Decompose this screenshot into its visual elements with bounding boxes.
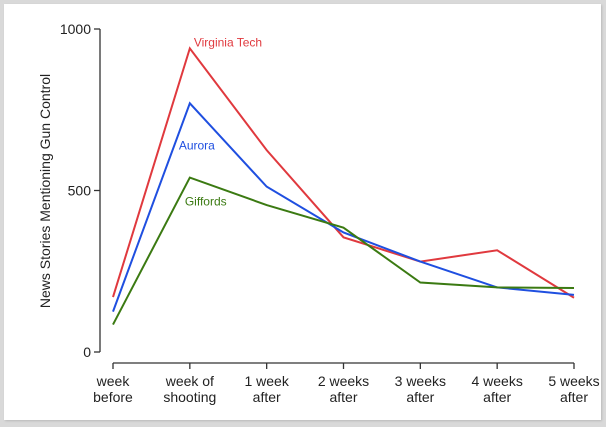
x-tick-label-line: week of xyxy=(165,373,214,389)
x-tick-label-line: shooting xyxy=(163,389,216,405)
x-tick-label: week of shooting xyxy=(163,373,216,405)
x-tick-label: 3 weeks after xyxy=(395,373,446,405)
series-label-aurora: Aurora xyxy=(179,138,215,152)
x-tick-label: week before xyxy=(93,373,133,405)
x-tick-label: 4 weeks after xyxy=(471,373,522,405)
series-line-giffords xyxy=(112,176,575,326)
series-lines xyxy=(112,46,575,326)
x-tick-label: 2 weeks after xyxy=(318,373,369,405)
series-labels: Virginia Tech Aurora Giffords xyxy=(179,35,262,208)
x-tick-label-line: 1 week xyxy=(244,373,289,389)
x-tick-label-line: before xyxy=(93,389,133,405)
x-tick-label-line: 5 weeks xyxy=(548,373,599,389)
x-tick-label-line: week xyxy=(96,373,131,389)
chart-frame xyxy=(4,4,601,420)
x-tick-label-line: 4 weeks xyxy=(471,373,522,389)
x-tick-label: 1 week after xyxy=(244,373,289,405)
x-tick-label-line: after xyxy=(253,389,281,405)
x-tick-label-line: after xyxy=(406,389,434,405)
y-tick-label: 1000 xyxy=(60,21,91,37)
y-axis-title: News Stories Mentioning Gun Control xyxy=(37,74,53,308)
x-tick-label: 5 weeks after xyxy=(548,373,599,405)
x-tick-label-line: after xyxy=(483,389,511,405)
x-tick-label-line: after xyxy=(560,389,588,405)
y-tick-label: 500 xyxy=(68,183,92,199)
series-line-virginia-tech xyxy=(112,46,575,299)
x-tick-label-line: 2 weeks xyxy=(318,373,369,389)
series-line-aurora xyxy=(112,101,575,312)
series-label-giffords: Giffords xyxy=(185,195,227,209)
series-label-virginia-tech: Virginia Tech xyxy=(194,35,262,49)
y-tick-label: 0 xyxy=(83,344,91,360)
x-tick-label-line: 3 weeks xyxy=(395,373,446,389)
x-tick-label-line: after xyxy=(329,389,357,405)
